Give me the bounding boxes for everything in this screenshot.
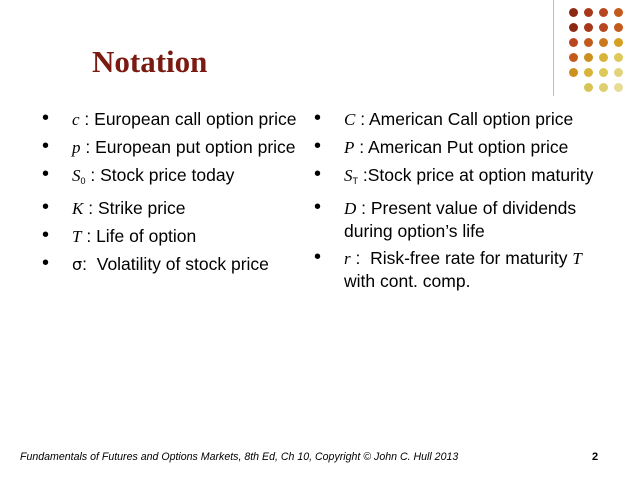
separator: : <box>80 137 96 157</box>
separator: : <box>79 109 95 129</box>
bullet-icon: • <box>42 252 50 274</box>
left-list-item: • T : Life of option <box>42 224 302 248</box>
decorative-dot <box>614 53 623 62</box>
right-list-item: • C : American Call option price <box>314 107 614 131</box>
decorative-dot <box>584 38 593 47</box>
separator: : <box>82 254 97 274</box>
decorative-dot <box>599 83 608 92</box>
right-list-item: • r : Risk-free rate for maturity T with … <box>314 246 614 292</box>
decorative-dot <box>614 23 623 32</box>
variable-subscript: T <box>352 176 359 186</box>
variable-symbol: P <box>344 138 355 157</box>
slide-footer: Fundamentals of Futures and Options Mark… <box>20 451 459 463</box>
separator: : <box>358 165 368 185</box>
right-bullet-list: • C : American Call option price • P : Amer… <box>314 107 614 297</box>
bullet-icon: • <box>314 107 322 129</box>
decorative-dot <box>584 23 593 32</box>
bullet-icon: • <box>42 163 50 185</box>
definition-text: American Call option price <box>368 109 574 129</box>
variable-symbol: S <box>72 166 81 185</box>
variable-symbol: T <box>72 227 82 246</box>
separator: : <box>356 198 371 218</box>
definition-text: Strike price <box>97 198 186 218</box>
bullet-icon: • <box>314 135 322 157</box>
left-list-item: • σ: Volatility of stock price <box>42 252 302 276</box>
decorative-dot <box>599 23 608 32</box>
right-list-item: • D : Present value of dividends during o… <box>314 196 614 242</box>
separator: : <box>350 248 371 268</box>
decorative-dot <box>614 83 623 92</box>
definition-text: Risk-free rate for maturity <box>370 248 573 268</box>
separator: : <box>81 226 97 246</box>
left-list-item: • c : European call option price <box>42 107 302 131</box>
bullet-icon: • <box>42 196 50 218</box>
inline-variable: T <box>572 249 582 268</box>
decorative-dot <box>569 38 578 47</box>
definition-text: with cont. comp. <box>344 271 471 291</box>
variable-subscript: 0 <box>80 176 86 186</box>
decorative-dot <box>599 8 608 17</box>
separator: : <box>83 198 98 218</box>
right-list-item: • ST :Stock price at option maturity <box>314 163 614 192</box>
definition-text: Present value of dividends during option… <box>344 198 577 241</box>
separator: : <box>354 137 369 157</box>
variable-symbol: p <box>72 138 81 157</box>
definition-text: Stock price today <box>100 165 235 185</box>
decorative-dot <box>599 38 608 47</box>
page-number: 2 <box>592 451 599 463</box>
decorative-vertical-line <box>553 0 554 96</box>
variable-symbol: D <box>344 199 357 218</box>
variable-symbol: S <box>344 166 353 185</box>
decorative-dot <box>599 68 608 77</box>
left-list-item: • S0 : Stock price today <box>42 163 302 192</box>
decorative-dot <box>584 8 593 17</box>
decorative-dot <box>569 8 578 17</box>
decorative-dot <box>584 68 593 77</box>
decorative-dot <box>584 83 593 92</box>
decorative-dot <box>569 68 578 77</box>
bullet-icon: • <box>42 135 50 157</box>
definition-text: European call option price <box>94 109 297 129</box>
left-list-item: • p : European put option price <box>42 135 302 159</box>
decorative-dot <box>569 23 578 32</box>
variable-symbol: r <box>344 249 351 268</box>
definition-text: Volatility of stock price <box>96 254 269 274</box>
definition-text: American Put option price <box>368 137 569 157</box>
variable-symbol: σ <box>72 255 83 274</box>
bullet-icon: • <box>314 246 322 268</box>
decorative-dot-grid <box>569 8 638 98</box>
variable-symbol: C <box>344 110 356 129</box>
bullet-icon: • <box>314 196 322 218</box>
separator: : <box>85 165 101 185</box>
bullet-icon: • <box>42 224 50 246</box>
decorative-dot <box>584 53 593 62</box>
decorative-dot <box>599 53 608 62</box>
bullet-icon: • <box>314 163 322 185</box>
definition-text: European put option price <box>95 137 296 157</box>
slide-title: Notation <box>92 44 208 79</box>
right-list-item: • P : American Put option price <box>314 135 614 159</box>
decorative-dot <box>614 68 623 77</box>
definition-text: Stock price at option maturity <box>367 165 594 185</box>
definition-text: Life of option <box>96 226 197 246</box>
variable-symbol: c <box>72 110 80 129</box>
decorative-dot <box>614 38 623 47</box>
decorative-dot <box>569 53 578 62</box>
left-bullet-list: • c : European call option price • p : Euro… <box>42 107 302 281</box>
variable-symbol: K <box>72 199 84 218</box>
separator: : <box>355 109 369 129</box>
decorative-dot <box>614 8 623 17</box>
bullet-icon: • <box>42 107 50 129</box>
left-list-item: • K : Strike price <box>42 196 302 220</box>
